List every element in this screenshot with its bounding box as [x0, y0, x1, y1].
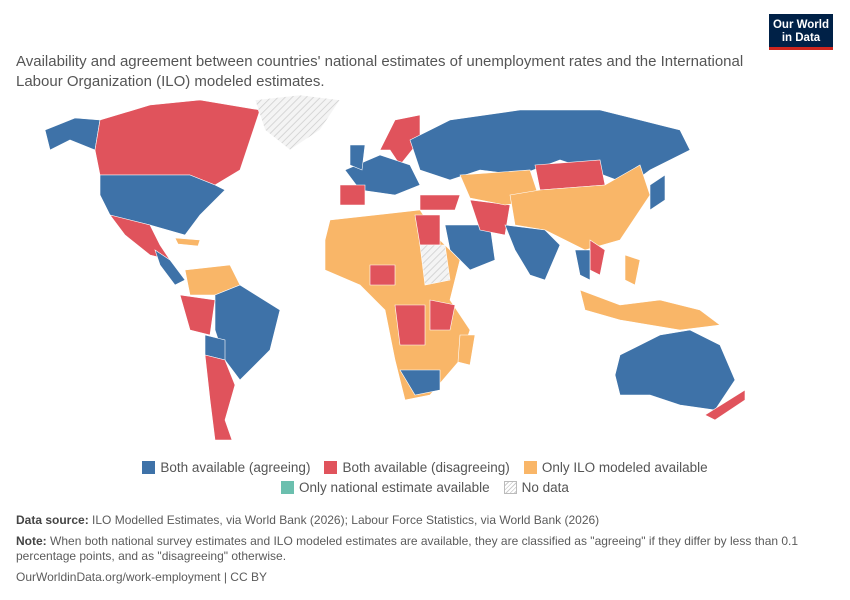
legend-label: Both available (agreeing) — [160, 459, 311, 475]
legend-swatch — [324, 460, 338, 474]
source: Data source: ILO Modelled Estimates, via… — [16, 513, 831, 528]
legend-label: No data — [521, 479, 569, 495]
legend-row: Only national estimate available No data — [60, 477, 790, 497]
legend-item: No data — [503, 479, 569, 495]
legend-swatch — [281, 480, 295, 494]
legend: Both available (agreeing) Both available … — [60, 457, 790, 497]
note-text: When both national survey estimates and … — [16, 534, 799, 563]
legend-label: Both available (disagreeing) — [342, 459, 510, 475]
logo-line: Our World — [772, 19, 829, 31]
legend-row: Both available (agreeing) Both available … — [60, 457, 790, 477]
source-text: ILO Modelled Estimates, via World Bank (… — [92, 513, 600, 527]
legend-item: Both available (agreeing) — [142, 460, 310, 475]
legend-swatch — [142, 460, 156, 474]
legend-item: Both available (disagreeing) — [324, 459, 510, 475]
logo-line: in Data — [781, 32, 821, 44]
legend-label: Only national estimate available — [299, 479, 490, 495]
logo[interactable]: Our World in Data — [769, 14, 833, 50]
note-label: Note: — [16, 534, 47, 548]
source-label: Data source: — [16, 513, 89, 527]
title: Availability and agreement between count… — [16, 53, 744, 90]
countries — [44, 94, 746, 441]
legend-swatch — [523, 460, 537, 474]
legend-item: Only national estimate available — [281, 480, 490, 495]
legend-swatch — [503, 480, 517, 494]
note: Note: When both national survey estimate… — [16, 534, 831, 564]
legend-item: Only ILO modeled available — [523, 459, 708, 475]
url[interactable]: OurWorldinData.org/work-employment | CC … — [16, 570, 267, 584]
legend-label: Only ILO modeled available — [541, 459, 708, 475]
